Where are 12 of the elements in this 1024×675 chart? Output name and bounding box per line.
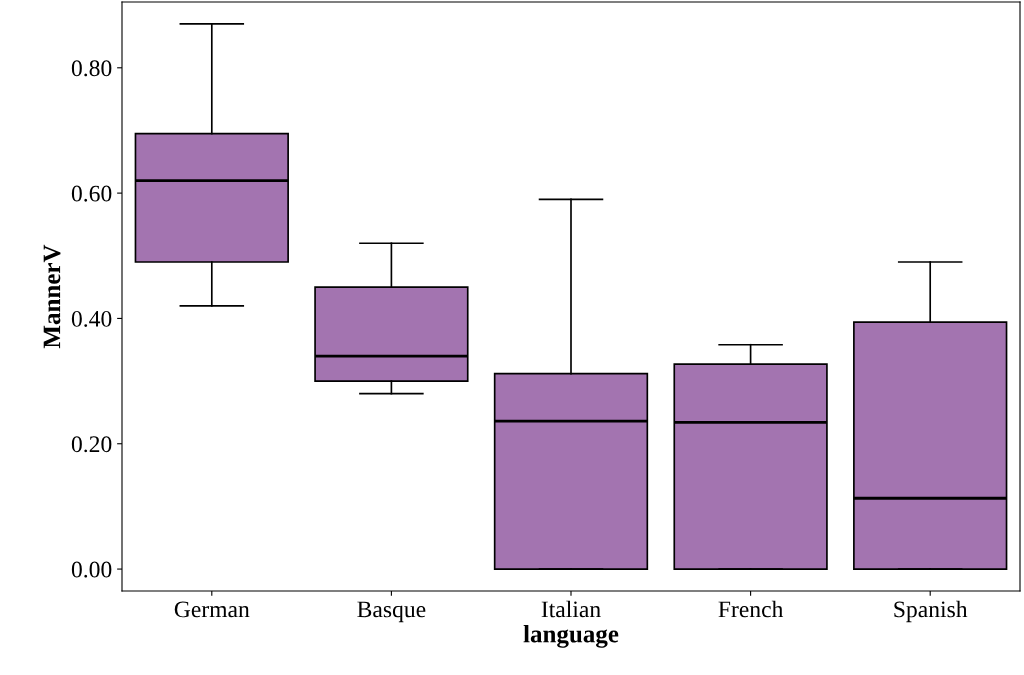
- x-tick-label: French: [718, 600, 784, 618]
- x-tick-label: German: [174, 601, 250, 618]
- y-tick-label: 0.40: [71, 310, 112, 327]
- y-tick-label: 0.80: [71, 60, 112, 77]
- y-tick-label: 0.20: [71, 436, 112, 453]
- x-tick-label: Basque: [357, 601, 426, 623]
- x-axis-title: language: [523, 624, 619, 648]
- y-axis-title: MannerV: [43, 244, 61, 349]
- y-tick-label: 0.00: [71, 561, 112, 578]
- x-tick-label: Spanish: [894, 600, 968, 623]
- x-tick-label: Italian: [541, 600, 601, 618]
- y-tick-label: 0.60: [71, 185, 112, 202]
